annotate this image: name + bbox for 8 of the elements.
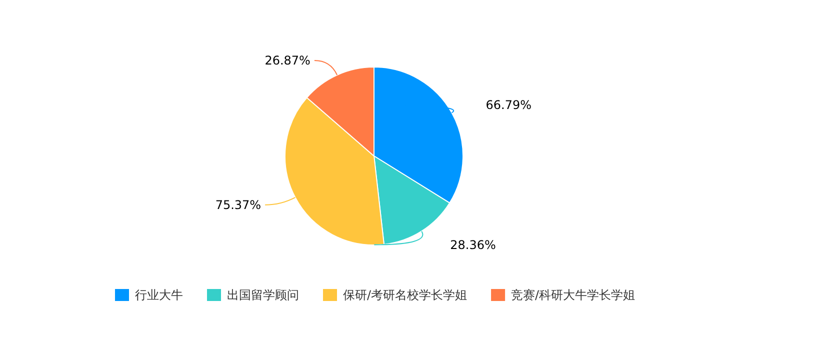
legend-label: 保研/考研名校学长学姐 [343, 288, 468, 302]
data-label: 28.36% [450, 238, 496, 252]
data-label: 75.37% [215, 198, 262, 212]
data-label: 26.87% [264, 54, 310, 68]
legend-label: 行业大牛 [135, 288, 183, 302]
data-label: 66.79% [486, 98, 532, 112]
legend-label: 出国留学顾问 [227, 288, 299, 302]
legend-label: 竞赛/科研大牛学长学姐 [511, 288, 636, 302]
